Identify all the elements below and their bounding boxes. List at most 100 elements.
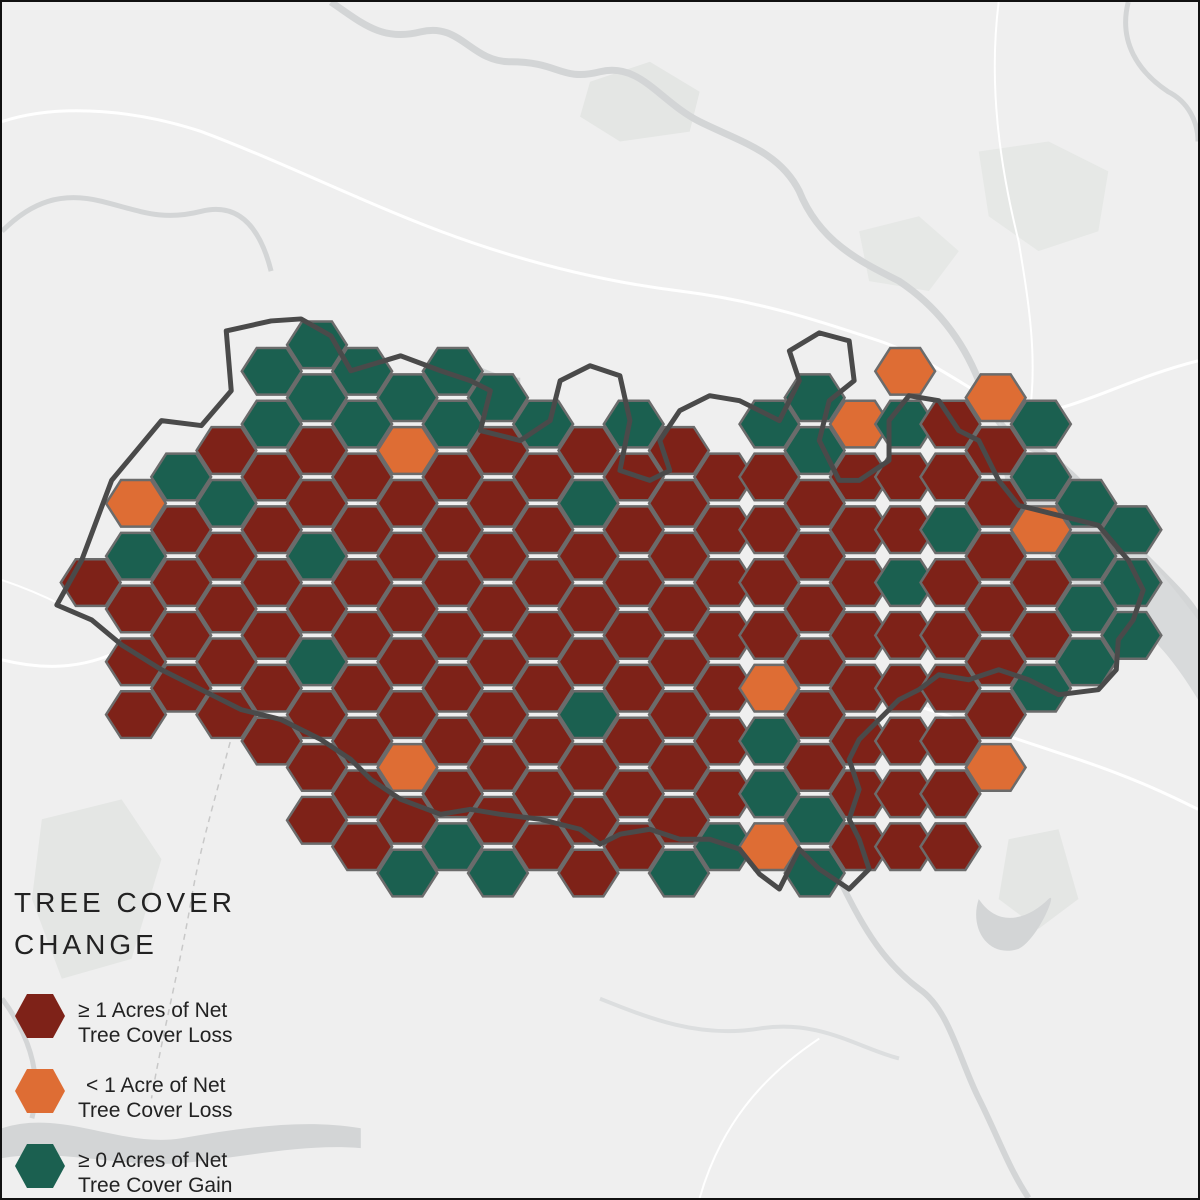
hex-cell-loss bbox=[511, 452, 575, 502]
hex-cell-loss bbox=[285, 690, 349, 740]
legend-swatch-net-gain bbox=[15, 1144, 65, 1188]
hex-cell-loss bbox=[421, 610, 485, 660]
hex-cell-loss bbox=[783, 637, 847, 687]
hex-cell-loss bbox=[376, 478, 439, 528]
hex-cell-loss bbox=[647, 584, 711, 634]
hex-cell-loss bbox=[828, 610, 892, 660]
hex-cell-loss bbox=[330, 716, 394, 766]
hex-cell-loss bbox=[783, 584, 847, 634]
hex-cell-loss bbox=[964, 690, 1028, 740]
hex-cell-gain bbox=[421, 346, 485, 396]
hex-cell-loss bbox=[376, 637, 439, 687]
hex-cell-loss bbox=[647, 478, 711, 528]
hex-cell-loss bbox=[919, 610, 982, 660]
hex-cell-loss bbox=[873, 505, 937, 555]
hex-cell-loss bbox=[285, 478, 349, 528]
hex-cell-small-loss bbox=[376, 742, 439, 793]
hex-cell-loss bbox=[919, 822, 982, 872]
hex-cell-loss bbox=[466, 531, 530, 581]
hex-cell-loss bbox=[738, 610, 801, 660]
hex-cell-gain bbox=[1009, 452, 1073, 502]
hex-cell-small-loss bbox=[964, 373, 1028, 423]
hex-cell-loss bbox=[964, 531, 1028, 581]
hex-cell-loss bbox=[195, 584, 258, 634]
hex-cell-loss bbox=[330, 452, 394, 502]
hex-cell-loss bbox=[511, 505, 575, 555]
hex-cell-gain bbox=[285, 320, 349, 370]
hex-cell-loss bbox=[511, 716, 575, 766]
legend-item-small-loss: < 1 Acre of Net Tree Cover Loss bbox=[14, 1067, 314, 1127]
hex-cell-small-loss bbox=[828, 399, 892, 449]
hex-cell-loss bbox=[602, 505, 666, 555]
hex-cell-loss bbox=[738, 452, 801, 502]
hex-cell-small-loss bbox=[376, 425, 439, 476]
river bbox=[976, 897, 1052, 951]
hex-cell-loss bbox=[919, 452, 982, 502]
hex-cell-gain bbox=[421, 399, 485, 449]
hex-cell-loss bbox=[602, 663, 666, 713]
hex-cell-loss bbox=[376, 531, 439, 581]
hex-cell-loss bbox=[240, 716, 304, 766]
hex-cell-loss bbox=[149, 610, 213, 660]
hex-cell-gain bbox=[557, 478, 620, 528]
hex-cell-gain bbox=[285, 637, 349, 687]
legend-label-small-loss-line-1: < 1 Acre of Net bbox=[86, 1074, 226, 1097]
hex-cell-loss bbox=[330, 505, 394, 555]
hex-cell-loss bbox=[873, 822, 937, 872]
hex-cell-loss bbox=[466, 795, 530, 845]
hex-cell-loss bbox=[738, 557, 801, 608]
hex-cell-loss bbox=[692, 610, 756, 660]
hex-cell-gain bbox=[149, 452, 213, 502]
hex-cell-loss bbox=[285, 795, 349, 845]
hex-cell-loss bbox=[602, 557, 666, 608]
legend-label-small-loss-line-2: Tree Cover Loss bbox=[78, 1099, 233, 1122]
hex-cell-loss bbox=[692, 505, 756, 555]
hex-cell-loss bbox=[195, 637, 258, 687]
hex-cell-loss bbox=[466, 690, 530, 740]
hex-cell-loss bbox=[647, 690, 711, 740]
hex-cell-gain bbox=[738, 716, 801, 766]
hex-cell-loss bbox=[330, 822, 394, 872]
road bbox=[2, 579, 63, 606]
hex-cell-loss bbox=[873, 716, 937, 766]
hex-cell-loss bbox=[195, 531, 258, 581]
hex-cell-gain bbox=[783, 795, 847, 845]
hex-cell-loss bbox=[964, 425, 1028, 476]
hex-cell-gain bbox=[240, 399, 304, 449]
hex-cell-loss bbox=[557, 848, 620, 898]
hex-cell-loss bbox=[692, 716, 756, 766]
hex-cell-loss bbox=[330, 663, 394, 713]
hex-cell-loss bbox=[421, 716, 485, 766]
hex-cell-gain bbox=[285, 373, 349, 423]
hex-cell-loss bbox=[647, 531, 711, 581]
hex-cell-loss bbox=[195, 690, 258, 740]
hex-cell-loss bbox=[149, 663, 213, 713]
hex-cell-loss bbox=[557, 425, 620, 476]
hex-cell-loss bbox=[557, 742, 620, 793]
hex-cell-loss bbox=[240, 663, 304, 713]
park-area bbox=[978, 141, 1109, 252]
hex-cell-gain bbox=[104, 531, 168, 581]
hex-cell-gain bbox=[285, 531, 349, 581]
hex-cell-small-loss bbox=[1009, 505, 1073, 555]
hex-cell-gain bbox=[602, 399, 666, 449]
legend-label-net-loss-line-2: Tree Cover Loss bbox=[78, 1024, 233, 1047]
hex-cell-loss bbox=[240, 505, 304, 555]
hex-cell-loss bbox=[692, 557, 756, 608]
hex-cell-gain bbox=[647, 848, 711, 898]
legend-swatch-net-loss bbox=[15, 994, 65, 1038]
hex-cell-gain bbox=[376, 848, 439, 898]
hex-cell-loss bbox=[783, 478, 847, 528]
hex-cell-loss bbox=[421, 663, 485, 713]
hex-cell-loss bbox=[330, 557, 394, 608]
hex-cell-loss bbox=[466, 637, 530, 687]
hex-grid bbox=[59, 320, 1163, 898]
hex-cell-loss bbox=[466, 584, 530, 634]
hex-cell-gain bbox=[376, 373, 439, 423]
road bbox=[993, 2, 1034, 421]
hex-cell-gain bbox=[1054, 531, 1118, 581]
hex-cell-loss bbox=[783, 742, 847, 793]
hex-cell-gain bbox=[1009, 399, 1073, 449]
